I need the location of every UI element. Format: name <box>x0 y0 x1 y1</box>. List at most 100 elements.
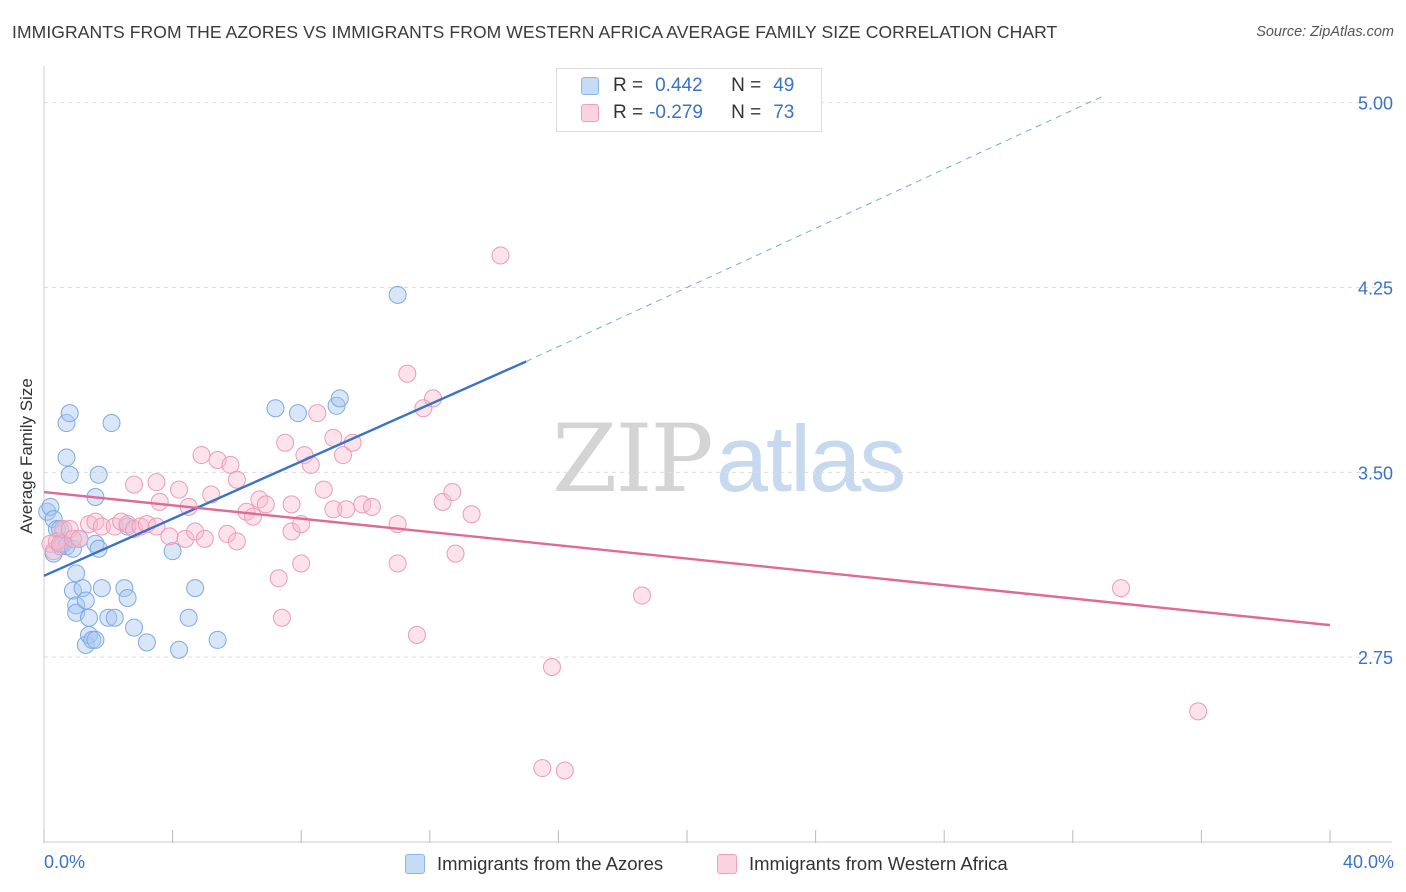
western-africa-point <box>443 483 462 502</box>
azores-point <box>44 510 63 529</box>
azores-point <box>86 630 105 649</box>
western-africa-point <box>147 473 166 492</box>
azores-point <box>179 608 198 627</box>
azores-point <box>38 502 57 521</box>
y-tick-label: 2.75 <box>1358 648 1393 668</box>
western-africa-point <box>272 608 291 627</box>
azores-point <box>288 404 307 423</box>
western-africa-point <box>63 529 82 548</box>
azores-point <box>57 414 76 433</box>
western-africa-point <box>186 522 205 541</box>
legend-n-value: 73 <box>773 102 795 123</box>
western-africa-point <box>70 529 89 548</box>
trend-lines <box>43 94 1331 627</box>
western-africa-point <box>533 759 552 778</box>
y-tick-label: 3.50 <box>1358 463 1393 483</box>
western-africa-point <box>314 480 333 499</box>
legend-r-label: R = <box>613 75 644 96</box>
y-tick-label: 5.00 <box>1358 94 1393 114</box>
western-africa-point <box>243 507 262 526</box>
legend-r-label: R = <box>613 102 644 123</box>
legend-n-value: 49 <box>773 75 795 96</box>
western-africa-point <box>60 520 79 539</box>
azores-point <box>102 414 121 433</box>
western-africa-point <box>54 520 73 539</box>
data-points <box>38 246 1208 780</box>
azores-point <box>208 630 227 649</box>
western-africa-point <box>1189 702 1208 721</box>
western-africa-point <box>256 495 275 514</box>
watermark-zip: ZIP <box>552 405 714 514</box>
azores-point <box>186 579 205 598</box>
western-africa-point <box>388 554 407 573</box>
western-africa-point <box>44 542 63 561</box>
source-credit: Source: ZipAtlas.com <box>1256 24 1394 40</box>
western-africa-point <box>632 586 651 605</box>
azores-point <box>118 589 137 608</box>
azores-point <box>163 542 182 561</box>
western-africa-point <box>269 569 288 588</box>
western-africa-point <box>555 761 574 780</box>
western-africa-point <box>276 433 295 452</box>
western-africa-point <box>398 364 417 383</box>
correlation-legend: R = 0.442 N = 49 R = -0.279 N = 73 <box>556 68 822 132</box>
azores-point <box>170 640 189 659</box>
bottom-legend-swatch-western-africa <box>717 854 737 874</box>
bottom-legend-label-western-africa: Immigrants from Western Africa <box>749 853 1008 874</box>
western-africa-point <box>170 480 189 499</box>
western-africa-point <box>433 492 452 511</box>
x-axis-min-label: 0.0% <box>44 852 86 872</box>
grid-lines <box>44 102 1392 658</box>
bottom-legend-western-africa: Immigrants from Western Africa <box>717 852 1008 876</box>
western-africa-point <box>333 446 352 465</box>
western-africa-point <box>160 527 179 546</box>
western-africa-point <box>218 524 237 543</box>
legend-r-value: -0.279 <box>649 102 703 123</box>
azores-point <box>388 285 407 304</box>
azores-point <box>125 618 144 637</box>
western-africa-point <box>292 554 311 573</box>
y-tick-label: 4.25 <box>1358 278 1393 298</box>
bottom-legend-label-azores: Immigrants from the Azores <box>437 853 664 874</box>
x-axis-max-label: 40.0% <box>1342 852 1394 872</box>
western-africa-point <box>192 446 211 465</box>
bottom-legend-azores: Immigrants from the Azores <box>405 852 663 876</box>
axes <box>43 66 1392 843</box>
legend-row-azores: R = 0.442 N = 49 <box>581 74 794 98</box>
azores-point <box>76 591 95 610</box>
western-africa-point <box>227 470 246 489</box>
western-africa-point <box>227 532 246 551</box>
western-africa-point <box>176 529 195 548</box>
western-africa-point <box>195 529 214 548</box>
legend-n-label: N = <box>731 75 762 96</box>
western-africa-point <box>92 517 111 536</box>
legend-r-value: 0.442 <box>655 75 703 96</box>
western-africa-point <box>150 492 169 511</box>
western-africa-point <box>362 497 381 516</box>
azores-point <box>330 389 349 408</box>
western-africa-point <box>308 404 327 423</box>
legend-swatch-western-africa <box>581 104 599 122</box>
western-africa-point <box>324 500 343 519</box>
western-africa-point <box>491 246 510 265</box>
western-africa-point <box>282 495 301 514</box>
azores-point <box>115 579 134 598</box>
azores-point <box>60 465 79 484</box>
western-africa-point <box>542 658 561 677</box>
western-africa-point <box>462 505 481 524</box>
azores-trend-extension <box>526 94 1106 362</box>
watermark: ZIPatlas <box>552 405 907 514</box>
chart-title: IMMIGRANTS FROM THE AZORES VS IMMIGRANTS… <box>12 22 1058 42</box>
watermark-atlas: atlas <box>715 406 907 511</box>
azores-point <box>99 608 118 627</box>
western-africa-point <box>125 475 144 494</box>
legend-row-western-africa: R = -0.279 N = 73 <box>581 101 794 125</box>
legend-swatch-azores <box>581 77 599 95</box>
azores-point <box>89 465 108 484</box>
western-africa-point <box>282 522 301 541</box>
western-africa-point <box>1112 579 1131 598</box>
azores-point <box>80 608 99 627</box>
azores-point <box>92 579 111 598</box>
legend-n-label: N = <box>731 102 762 123</box>
azores-point <box>266 399 285 418</box>
